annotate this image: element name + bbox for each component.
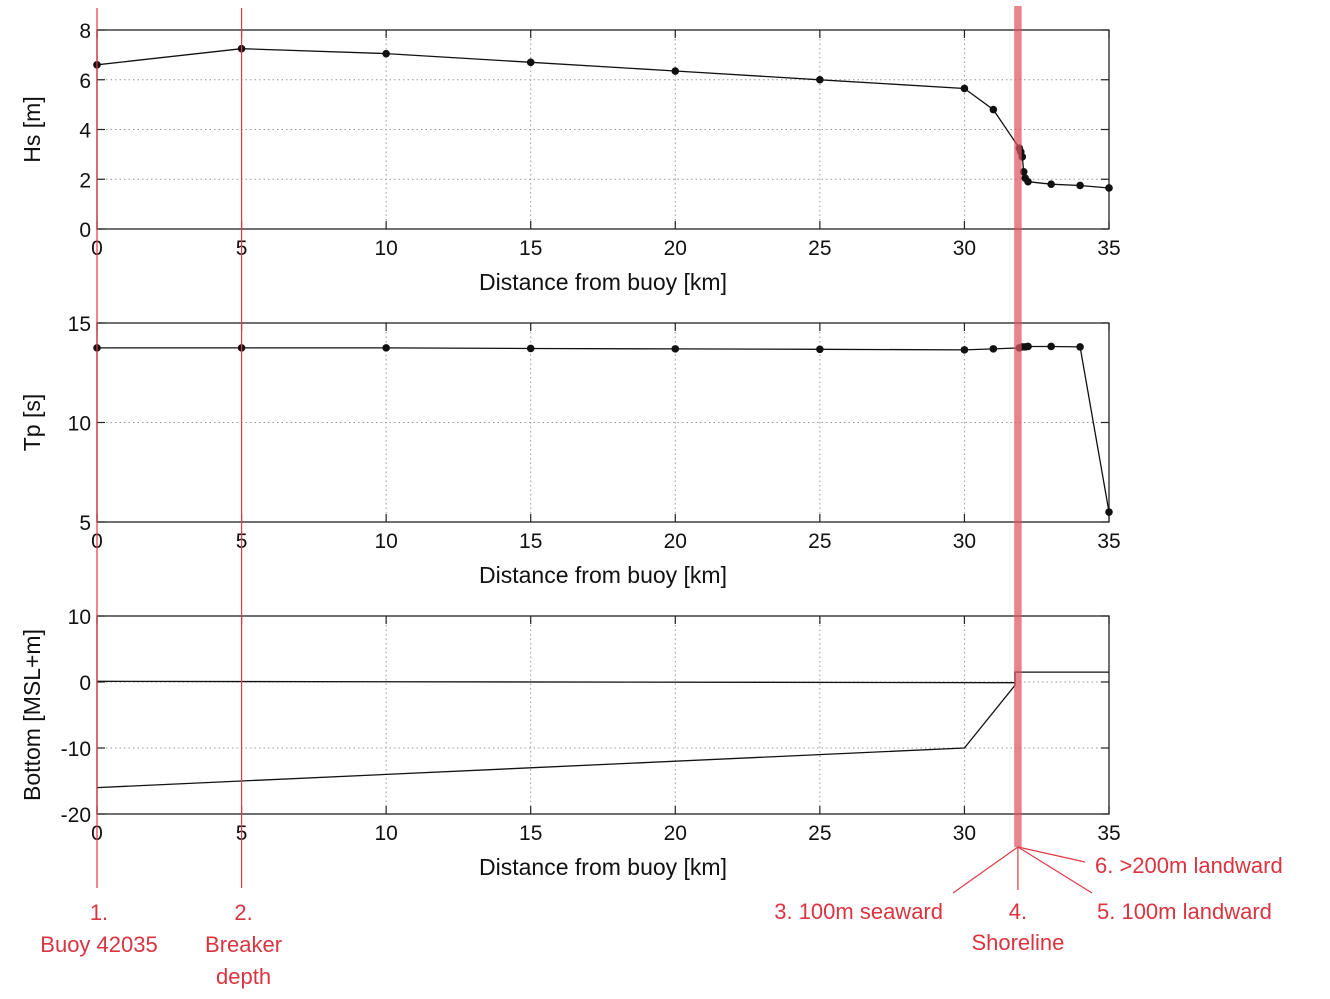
y-tick-label: 10 — [68, 606, 91, 629]
y-tick-label: 4 — [79, 120, 91, 143]
data-point — [1076, 343, 1084, 351]
y-tick-label: 5 — [79, 512, 91, 535]
plot-frame — [96, 615, 1110, 815]
label-seaward: 3. 100m seaward — [774, 899, 943, 924]
data-point — [1105, 184, 1113, 192]
series-line-1 — [97, 345, 1110, 513]
y-tick-label: 0 — [79, 672, 91, 695]
data-point — [1047, 342, 1055, 351]
y-tick-label: 0 — [79, 219, 91, 242]
leader-seaward — [952, 846, 1019, 894]
data-point — [671, 345, 680, 353]
data-point — [960, 84, 969, 93]
y-axis-label: Bottom [MSL+m] — [19, 629, 45, 801]
series-line-1 — [96, 671, 1109, 789]
x-tick-label: 15 — [519, 530, 542, 553]
label-landward-200: 6. >200m landward — [1095, 853, 1283, 878]
data-point — [526, 344, 535, 353]
marker-label-1: 1. — [90, 900, 108, 925]
label-shoreline-number: 4. — [1009, 899, 1027, 924]
leader-landward-200 — [1017, 846, 1086, 863]
x-tick-label: 15 — [519, 237, 542, 260]
x-tick-label: 10 — [374, 822, 397, 845]
x-tick-label: 20 — [664, 237, 687, 260]
x-axis-label: Distance from buoy [km] — [479, 854, 727, 880]
series-line-2 — [96, 680, 1016, 684]
x-tick-label: 10 — [374, 237, 397, 260]
label-shoreline: Shoreline — [971, 930, 1064, 955]
x-axis-label: Distance from buoy [km] — [479, 562, 727, 588]
marker-label-2: 2. — [234, 900, 252, 925]
data-point — [1024, 342, 1032, 351]
x-tick-label: 35 — [1097, 530, 1120, 553]
marker-label-2: depth — [216, 964, 271, 989]
x-tick-label: 15 — [519, 822, 542, 845]
data-point — [671, 67, 680, 75]
x-tick-label: 10 — [374, 530, 397, 553]
data-point — [960, 346, 969, 354]
data-point — [1076, 181, 1084, 190]
x-tick-label: 30 — [953, 822, 976, 845]
shoreline-band — [1014, 6, 1022, 847]
x-tick-label: 30 — [953, 530, 976, 553]
x-tick-label: 25 — [808, 530, 831, 553]
data-point — [1024, 177, 1032, 186]
y-tick-label: 10 — [68, 413, 91, 436]
leader-landward-100 — [1017, 846, 1093, 894]
y-tick-label: 6 — [79, 70, 91, 93]
annotation-overlay: 1. Buoy 42035 2. Breaker depth 3. 100m seawar… — [40, 6, 1283, 989]
data-point — [989, 105, 998, 114]
marker-label-2: Breaker — [205, 932, 282, 957]
data-point — [816, 75, 824, 84]
data-point — [1019, 167, 1028, 176]
series-line-1 — [96, 48, 1110, 189]
data-point — [382, 344, 390, 352]
data-point — [816, 345, 824, 354]
panels: 0 5 10 15 20 25 30 35 0 2 4 6 8 Distance from buoy [k… — [19, 20, 1121, 880]
x-axis-label: Distance from buoy [km] — [479, 269, 727, 295]
y-axis-label: Tp [s] — [19, 394, 45, 452]
y-tick-label: -20 — [61, 804, 91, 827]
x-tick-label: 20 — [664, 822, 687, 845]
x-tick-label: 25 — [808, 822, 831, 845]
y-tick-label: 2 — [79, 169, 91, 192]
data-point — [989, 345, 998, 353]
y-tick-label: 15 — [68, 313, 91, 336]
label-landward-100: 5. 100m landward — [1097, 899, 1272, 924]
data-point — [526, 58, 535, 67]
data-point — [1105, 508, 1113, 516]
y-tick-label: -10 — [61, 738, 91, 761]
y-axis-label: Hs [m] — [19, 96, 45, 162]
data-point — [1047, 180, 1055, 189]
x-tick-label: 35 — [1097, 822, 1120, 845]
data-point — [382, 49, 390, 58]
x-tick-label: 30 — [953, 237, 976, 260]
x-tick-label: 25 — [808, 237, 831, 260]
marker-label-1: Buoy 42035 — [40, 932, 157, 957]
x-tick-label: 35 — [1097, 237, 1120, 260]
y-tick-label: 8 — [79, 20, 91, 43]
x-tick-label: 20 — [664, 530, 687, 553]
